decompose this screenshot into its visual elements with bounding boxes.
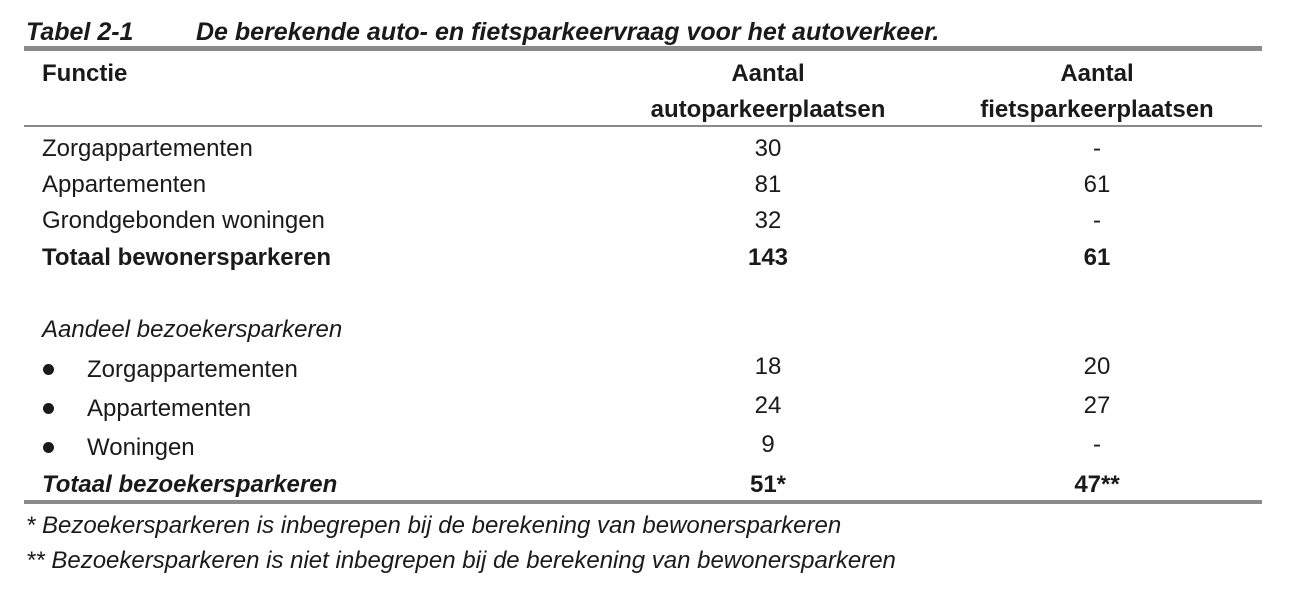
bullet-icon bbox=[43, 442, 54, 453]
header-auto-line1: Aantal bbox=[731, 60, 805, 87]
row-label: Zorgappartementen bbox=[42, 135, 253, 162]
table-caption: Tabel 2-1 De berekende auto- en fietspark… bbox=[26, 14, 939, 50]
total-label: Totaal bezoekersparkeren bbox=[42, 471, 338, 498]
row-label: Woningen bbox=[87, 434, 195, 461]
row-auto-value: 9 bbox=[761, 431, 775, 458]
header-fiets-line1: Aantal bbox=[1060, 60, 1134, 87]
total-auto-value: 143 bbox=[747, 244, 789, 271]
total-label: Totaal bewonersparkeren bbox=[42, 244, 331, 271]
row-fiets-value: 27 bbox=[1083, 392, 1111, 419]
footnote: ** Bezoekersparkeren is niet inbegrepen … bbox=[26, 547, 896, 574]
bullet-icon bbox=[43, 403, 54, 414]
bullet-icon bbox=[43, 364, 54, 375]
header-auto-line2: autoparkeerplaatsen bbox=[650, 96, 886, 123]
row-auto-value: 30 bbox=[754, 135, 782, 162]
row-label: Appartementen bbox=[42, 171, 207, 198]
total-auto-value: 51* bbox=[749, 471, 787, 498]
row-auto-value: 18 bbox=[754, 353, 782, 380]
table-top-rule bbox=[24, 46, 1262, 51]
row-label: Appartementen bbox=[87, 395, 252, 422]
header-functie: Functie bbox=[42, 60, 128, 87]
row-auto-value: 24 bbox=[754, 392, 782, 419]
total-fiets-value: 61 bbox=[1083, 244, 1111, 271]
row-fiets-value: - bbox=[1093, 431, 1101, 458]
section-heading-visitors: Aandeel bezoekersparkeren bbox=[42, 316, 343, 343]
row-fiets-value: - bbox=[1093, 207, 1101, 234]
row-label: Zorgappartementen bbox=[87, 356, 298, 383]
header-fiets-line2: fietsparkeerplaatsen bbox=[980, 96, 1214, 123]
total-fiets-value: 47** bbox=[1074, 471, 1120, 498]
table-title: De berekende auto- en fietsparkeervraag … bbox=[196, 18, 940, 46]
row-fiets-value: 20 bbox=[1083, 353, 1111, 380]
footnote: * Bezoekersparkeren is inbegrepen bij de… bbox=[26, 512, 842, 539]
row-fiets-value: - bbox=[1093, 135, 1101, 162]
row-auto-value: 32 bbox=[754, 207, 782, 234]
table-bottom-rule bbox=[24, 500, 1262, 504]
row-fiets-value: 61 bbox=[1083, 171, 1111, 198]
row-label: Grondgebonden woningen bbox=[42, 207, 325, 234]
header-rule bbox=[24, 125, 1262, 127]
table-number: Tabel 2-1 bbox=[26, 18, 134, 46]
row-auto-value: 81 bbox=[754, 171, 782, 198]
